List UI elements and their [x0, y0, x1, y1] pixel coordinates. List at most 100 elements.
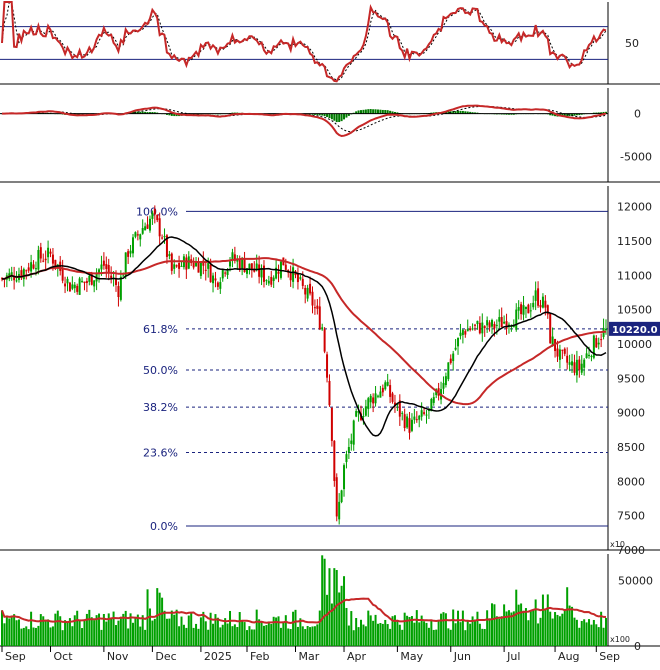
macd-histogram-bar: [447, 111, 450, 114]
volume-bar: [549, 611, 552, 646]
volume-bar: [546, 594, 549, 646]
price-axis-tick: 10000: [617, 338, 652, 351]
volume-ma-line: [1, 597, 607, 625]
price-candle-body: [173, 264, 176, 269]
price-candle-body: [275, 267, 278, 279]
volume-bar: [83, 620, 86, 646]
volume-bar: [592, 619, 595, 646]
price-candle-body: [318, 306, 321, 329]
rsi-line: [1, 0, 607, 83]
month-label: Oct: [54, 650, 74, 663]
price-candle-body: [347, 447, 350, 453]
macd-histogram-bar: [605, 111, 607, 114]
volume-bar: [561, 613, 564, 646]
price-candle-body: [461, 329, 464, 336]
price-candle-body: [309, 283, 312, 294]
volume-bar: [452, 609, 455, 646]
price-candle-body: [216, 282, 219, 287]
price-candle-body: [345, 454, 348, 463]
volume-bar: [597, 627, 600, 646]
month-label: Sep: [599, 650, 620, 663]
volume-bar: [245, 630, 248, 646]
price-candle-body: [141, 227, 144, 234]
volume-bar: [578, 627, 581, 646]
volume-bar: [248, 626, 251, 646]
volume-bar: [301, 626, 304, 646]
volume-bar: [408, 617, 411, 646]
price-candle-body: [379, 391, 382, 398]
macd-histogram-bar: [153, 112, 156, 114]
volume-bar: [1, 610, 3, 646]
fib-level-label: 100.0%: [136, 205, 178, 218]
panel-frames: [0, 2, 660, 647]
price-axis-tick: 8500: [617, 441, 645, 454]
volume-bar: [151, 620, 154, 646]
price-candle-body: [486, 320, 489, 326]
volume-bar: [47, 619, 50, 646]
volume-bar: [267, 621, 270, 646]
macd-histogram-bar: [554, 113, 557, 117]
volume-bar: [471, 616, 474, 646]
macd-histogram-bar: [578, 113, 581, 116]
month-label: Aug: [558, 650, 579, 663]
volume-bar: [362, 624, 365, 646]
macd-histogram-bar: [76, 113, 79, 115]
price-candle-body: [131, 237, 134, 254]
volume-bar: [250, 629, 253, 646]
volume-bar: [537, 623, 540, 646]
volume-bar: [372, 620, 375, 646]
volume-bar: [396, 621, 399, 646]
price-candle-body: [102, 260, 105, 266]
rsi-signal-line: [1, 1, 607, 81]
price-candle-body: [588, 354, 591, 357]
price-candle-body: [49, 251, 52, 254]
price-candle-body: [457, 337, 460, 347]
volume-bar: [384, 619, 387, 646]
price-axis-tick: 8000: [617, 475, 645, 488]
macd-histogram-bar: [156, 112, 159, 114]
price-candle-body: [156, 215, 159, 221]
volume-bar: [379, 622, 382, 646]
volume-bar: [364, 626, 367, 646]
volume-bar: [78, 620, 81, 646]
volume-bar: [440, 613, 443, 646]
macd-histogram-bar: [454, 111, 457, 114]
price-candle-body: [541, 296, 544, 308]
price-candle-body: [575, 359, 578, 376]
volume-bar: [389, 628, 392, 646]
price-candle-body: [512, 326, 515, 328]
price-candle-body: [481, 322, 484, 334]
volume-bar: [27, 629, 30, 646]
volume-bar: [432, 629, 435, 646]
price-candle-body: [117, 286, 120, 298]
volume-bar: [68, 618, 71, 646]
volume-bar: [427, 627, 430, 646]
fib-level-label: 23.6%: [143, 446, 178, 459]
price-candle-body: [490, 319, 493, 327]
macd-histogram-bar: [231, 112, 234, 114]
volume-bar: [517, 604, 520, 646]
price-candle-body: [454, 347, 457, 350]
price-candle-body: [148, 218, 151, 231]
price-candle-body: [505, 321, 508, 329]
volume-bar: [299, 618, 302, 646]
volume-bar: [573, 617, 576, 646]
volume-bar: [590, 624, 593, 646]
volume-bar: [401, 629, 404, 646]
volume-bar: [457, 610, 460, 646]
macd-histogram-bar: [459, 110, 462, 114]
volume-bar: [117, 620, 120, 646]
price-candle-body: [88, 275, 91, 282]
price-candle-body: [44, 258, 47, 261]
macd-histogram-bar: [316, 113, 319, 115]
price-candle-body: [592, 335, 595, 358]
volume-bar: [59, 616, 62, 646]
price-candle-body: [151, 212, 154, 219]
macd-histogram-bar: [313, 113, 316, 115]
price-candle-body: [245, 268, 248, 274]
price-candle-body: [498, 317, 501, 322]
price-candle-body: [546, 305, 549, 315]
volume-bar: [98, 613, 101, 646]
volume-bar: [25, 626, 28, 646]
price-candle-body: [372, 397, 375, 404]
